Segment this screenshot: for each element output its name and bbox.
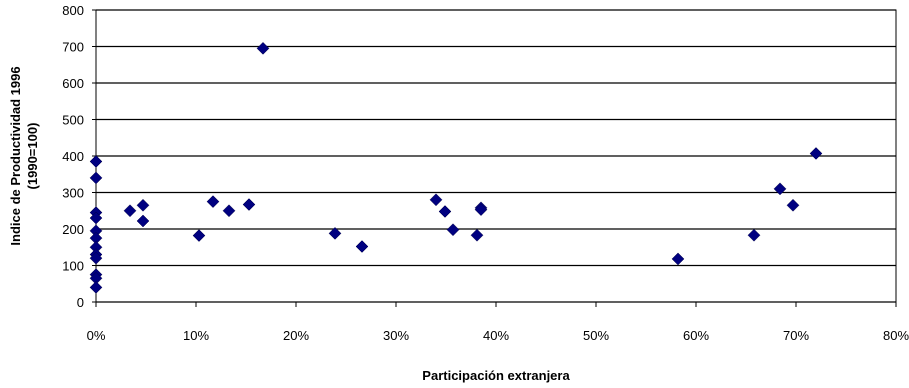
y-tick-label: 100 bbox=[62, 259, 84, 274]
data-point bbox=[474, 203, 488, 217]
x-axis-ticks: 0% 10% 20% 30% 40% 50% 60% 70% 80% bbox=[87, 302, 909, 343]
data-point bbox=[328, 227, 342, 240]
data-point bbox=[89, 155, 103, 168]
x-tick-label: 50% bbox=[583, 328, 609, 343]
data-point bbox=[446, 223, 460, 237]
data-point bbox=[136, 214, 150, 228]
y-axis-title: Indice de Productividad 1996 (1990=100) bbox=[8, 66, 40, 245]
y-tick-label: 500 bbox=[62, 113, 84, 128]
data-point bbox=[89, 281, 103, 294]
y-tick-label: 600 bbox=[62, 76, 84, 91]
data-point bbox=[206, 195, 220, 208]
horizontal-gridlines bbox=[96, 9, 896, 303]
data-point bbox=[438, 205, 452, 218]
data-point bbox=[192, 229, 206, 242]
y-tick-label: 400 bbox=[62, 149, 84, 164]
x-tick-label: 40% bbox=[483, 328, 509, 343]
data-points bbox=[89, 41, 823, 294]
y-axis-title-line-1: Indice de Productividad 1996 bbox=[8, 66, 23, 245]
x-tick-label: 60% bbox=[683, 328, 709, 343]
x-tick-label: 30% bbox=[383, 328, 409, 343]
y-tick-label: 0 bbox=[77, 295, 84, 310]
data-point bbox=[786, 198, 800, 212]
x-tick-label: 20% bbox=[283, 328, 309, 343]
y-tick-label: 700 bbox=[62, 40, 84, 55]
x-tick-label: 0% bbox=[87, 328, 106, 343]
data-point bbox=[222, 204, 236, 218]
data-point bbox=[355, 240, 369, 253]
data-point bbox=[256, 41, 270, 55]
y-axis-ticks: 0 100 200 300 400 500 600 700 800 bbox=[62, 3, 96, 310]
data-point bbox=[242, 198, 256, 211]
data-point bbox=[89, 211, 103, 225]
data-point bbox=[123, 204, 137, 218]
y-axis-title-line-2: (1990=100) bbox=[25, 123, 40, 190]
y-tick-label: 300 bbox=[62, 186, 84, 201]
y-tick-label: 800 bbox=[62, 3, 84, 18]
data-point bbox=[809, 147, 823, 160]
data-point bbox=[89, 171, 103, 185]
y-tick-label: 200 bbox=[62, 222, 84, 237]
data-point bbox=[136, 198, 150, 212]
data-point bbox=[671, 252, 685, 266]
data-point bbox=[773, 182, 787, 196]
x-tick-label: 80% bbox=[883, 328, 909, 343]
x-tick-label: 10% bbox=[183, 328, 209, 343]
data-point bbox=[747, 228, 761, 242]
data-point bbox=[429, 193, 443, 207]
data-point bbox=[89, 251, 103, 265]
x-axis-title: Participación extranjera bbox=[422, 368, 570, 383]
data-point bbox=[470, 228, 484, 242]
x-tick-label: 70% bbox=[783, 328, 809, 343]
